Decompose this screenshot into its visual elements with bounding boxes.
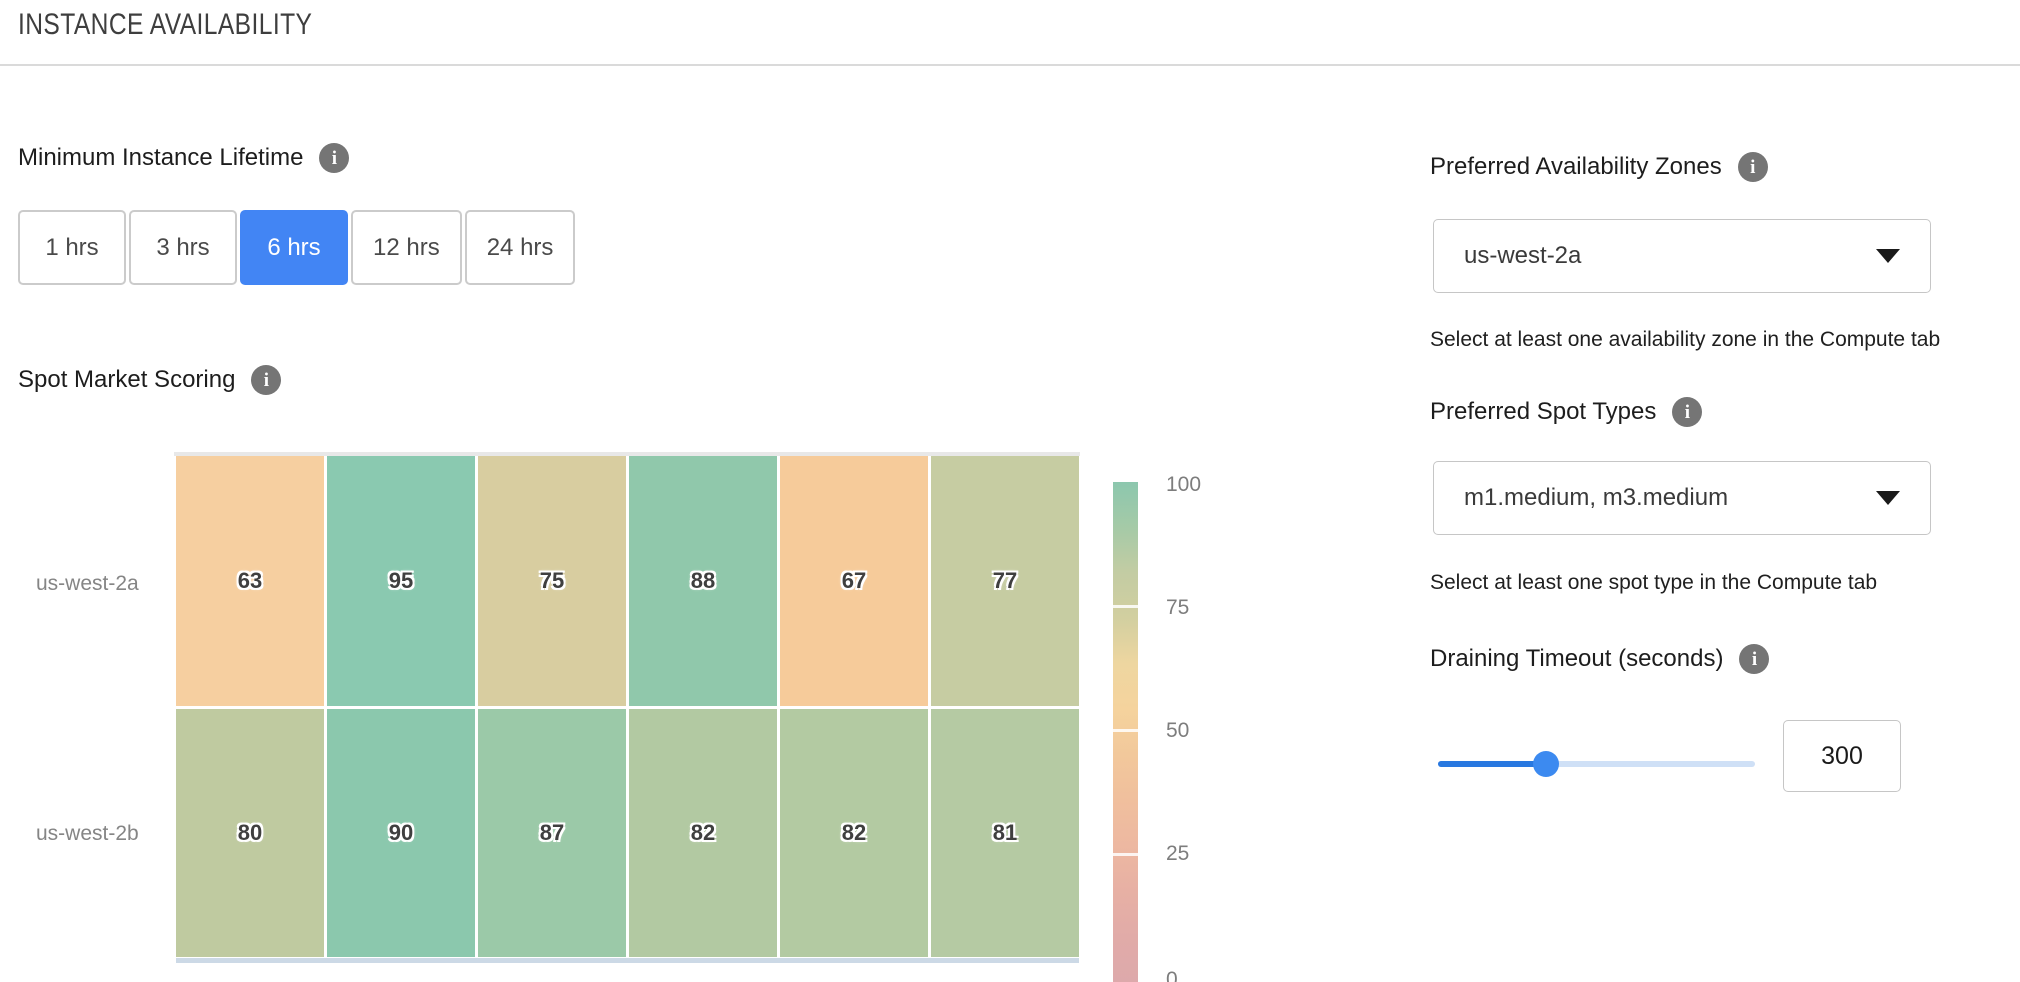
info-icon[interactable]: i (251, 365, 282, 395)
slider-fill (1438, 761, 1546, 767)
draining-timeout-label: Draining Timeout (seconds) (1430, 645, 1724, 672)
lifetime-option-1-hrs[interactable]: 1 hrs (18, 210, 126, 285)
chevron-down-icon (1876, 491, 1900, 505)
info-icon[interactable]: i (319, 143, 350, 173)
availability-zones-value: us-west-2a (1464, 242, 1582, 269)
colorbar-tick: 75 (1166, 596, 1190, 619)
minimum-instance-lifetime-label: Minimum Instance Lifetime (18, 144, 304, 171)
colorbar (1113, 482, 1138, 982)
heatmap-row-label: us-west-2a (36, 572, 139, 595)
preferred-availability-zones-label: Preferred Availability Zones (1430, 153, 1722, 180)
chevron-down-icon (1876, 249, 1900, 263)
spot-types-helper: Select at least one spot type in the Com… (1430, 571, 1878, 594)
heatmap-cell[interactable]: 90 (327, 709, 475, 957)
heatmap-cell[interactable]: 82 (780, 709, 928, 957)
info-icon[interactable]: i (1739, 644, 1770, 674)
spot-types-value: m1.medium, m3.medium (1464, 484, 1729, 511)
colorbar-tick: 0 (1166, 968, 1178, 982)
heatmap-cell[interactable]: 87 (478, 709, 626, 957)
draining-timeout-slider[interactable] (1438, 749, 1755, 779)
heatmap-top-border (174, 452, 1080, 456)
heatmap-cell-value: 77 (992, 568, 1018, 593)
spot-market-scoring-label: Spot Market Scoring (18, 366, 236, 393)
heatmap-cell-value: 75 (539, 568, 565, 593)
colorbar-separator (1113, 605, 1138, 608)
colorbar-separator (1113, 729, 1138, 732)
heatmap-cell[interactable]: 67 (780, 456, 928, 706)
header-divider (0, 64, 2020, 66)
heatmap-cell-value: 82 (690, 820, 716, 845)
heatmap-cell-value: 87 (539, 820, 565, 845)
availability-zones-dropdown[interactable]: us-west-2a (1433, 219, 1931, 293)
slider-thumb[interactable] (1532, 751, 1559, 777)
heatmap-cell-value: 67 (841, 568, 867, 593)
slider-track[interactable] (1438, 761, 1755, 767)
heatmap-cell-value: 88 (690, 568, 716, 593)
heatmap-cell[interactable]: 81 (931, 709, 1079, 957)
colorbar-tick: 100 (1166, 473, 1202, 496)
heatmap-cell[interactable]: 82 (629, 709, 777, 957)
heatmap-cell[interactable]: 77 (931, 456, 1079, 706)
heatmap-cell-value: 82 (841, 820, 867, 845)
heatmap-cell[interactable]: 95 (327, 456, 475, 706)
heatmap-cell-value: 90 (388, 820, 414, 845)
preferred-spot-types-label: Preferred Spot Types (1430, 398, 1657, 425)
heatmap-x-axis-strip (176, 958, 1079, 963)
heatmap-cell[interactable]: 75 (478, 456, 626, 706)
lifetime-option-6-hrs[interactable]: 6 hrs (240, 210, 348, 285)
heatmap-cell-value: 80 (237, 820, 263, 845)
info-icon[interactable]: i (1672, 397, 1703, 427)
draining-timeout-input[interactable] (1783, 720, 1901, 792)
info-icon[interactable]: i (1737, 152, 1768, 182)
availability-zones-helper: Select at least one availability zone in… (1430, 328, 1941, 351)
heatmap-cell-value: 63 (237, 568, 263, 593)
lifetime-option-3-hrs[interactable]: 3 hrs (129, 210, 237, 285)
heatmap-cell[interactable]: 80 (176, 709, 324, 957)
colorbar-tick: 50 (1166, 719, 1190, 742)
heatmap-cell-value: 81 (992, 820, 1018, 845)
heatmap-cell[interactable]: 88 (629, 456, 777, 706)
heatmap-grid: 63 95 75 88 67 77 80 90 87 82 82 81 (176, 456, 1079, 957)
colorbar-separator (1113, 853, 1138, 856)
lifetime-option-12-hrs[interactable]: 12 hrs (351, 210, 462, 285)
lifetime-option-24-hrs[interactable]: 24 hrs (464, 210, 576, 285)
lifetime-button-group: 1 hrs 3 hrs 6 hrs 12 hrs 24 hrs (18, 210, 576, 285)
spot-types-dropdown[interactable]: m1.medium, m3.medium (1433, 461, 1931, 535)
heatmap-row-label: us-west-2b (36, 822, 139, 845)
colorbar-tick: 25 (1166, 842, 1190, 865)
page-title: INSTANCE AVAILABILITY (18, 8, 313, 41)
heatmap-cell[interactable]: 63 (176, 456, 324, 706)
heatmap-cell-value: 95 (388, 568, 414, 593)
